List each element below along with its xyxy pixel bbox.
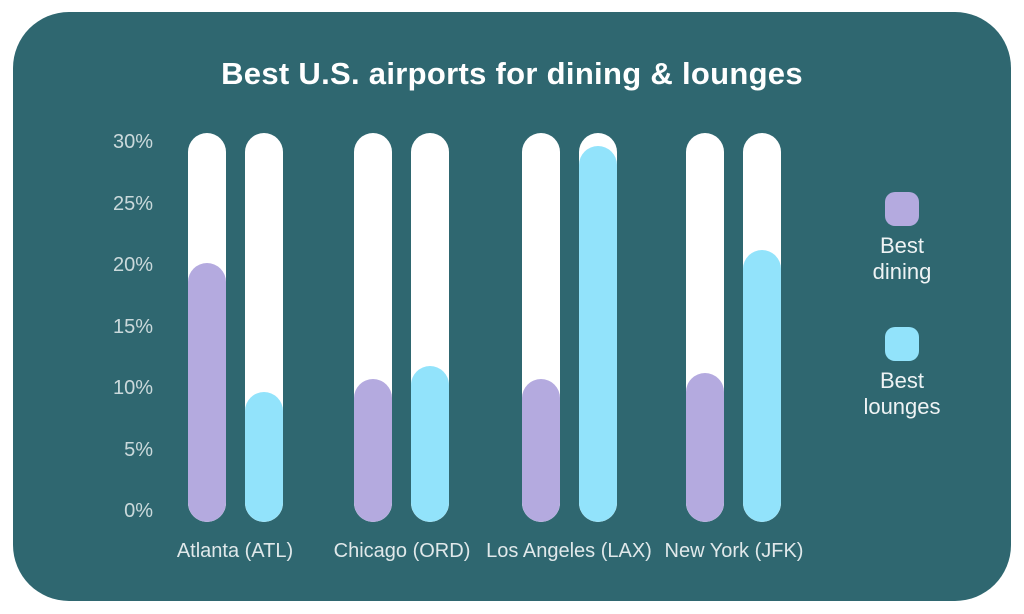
bar-track-dining-atlanta [188, 133, 226, 522]
bar-fill-lounges-atlanta [245, 392, 283, 522]
plot-area [188, 133, 798, 522]
y-tick-30: 30% [112, 131, 153, 153]
bar-fill-dining-newyork [686, 372, 724, 522]
bar-fill-dining-atlanta [188, 262, 226, 522]
bar-track-lounges-losangeles [579, 133, 617, 522]
legend-item-dining: Best dining [852, 192, 952, 285]
y-tick-20: 20% [112, 254, 153, 276]
y-tick-15: 15% [112, 315, 153, 338]
bar-group-newyork [686, 133, 781, 522]
bar-track-lounges-newyork [743, 133, 781, 522]
bar-group-losangeles [522, 133, 617, 522]
legend: Best dining Best lounges [835, 192, 969, 420]
bar-fill-lounges-losangeles [579, 145, 617, 522]
legend-label-dining: Best dining [872, 233, 932, 284]
x-label-newyork: New York (JFK) [664, 540, 804, 562]
chart-card: Best U.S. airports for dining & lounges … [13, 12, 1011, 601]
bar-fill-lounges-newyork [743, 249, 781, 522]
y-tick-10: 10% [112, 377, 153, 399]
x-axis: Atlanta (ATL) Chicago (ORD) Los Angeles … [177, 540, 804, 566]
bar-track-dining-losangeles [522, 133, 560, 522]
bar-track-lounges-atlanta [245, 133, 283, 522]
legend-label-lounges: Best lounges [863, 368, 941, 419]
x-label-chicago: Chicago (ORD) [333, 540, 471, 562]
y-tick-0: 0% [124, 500, 153, 522]
x-label-losangeles: Los Angeles (LAX) [486, 540, 652, 562]
chart-title: Best U.S. airports for dining & lounges [221, 56, 803, 91]
bar-track-dining-chicago [354, 133, 392, 522]
bar-fill-lounges-chicago [411, 366, 449, 522]
bar-fill-dining-losangeles [522, 379, 560, 522]
bar-group-atlanta [188, 133, 283, 522]
bar-group-chicago [354, 133, 449, 522]
bar-track-lounges-chicago [411, 133, 449, 522]
legend-item-lounges: Best lounges [852, 327, 952, 420]
legend-swatch-lounges [885, 327, 919, 361]
x-label-atlanta: Atlanta (ATL) [176, 540, 294, 562]
bar-fill-dining-chicago [354, 379, 392, 522]
y-axis: 30% 25% 20% 15% 10% 5% 0% [13, 131, 153, 522]
y-tick-5: 5% [124, 438, 153, 461]
legend-swatch-dining [885, 192, 919, 226]
bar-track-dining-newyork [686, 133, 724, 522]
y-tick-25: 25% [112, 192, 153, 215]
